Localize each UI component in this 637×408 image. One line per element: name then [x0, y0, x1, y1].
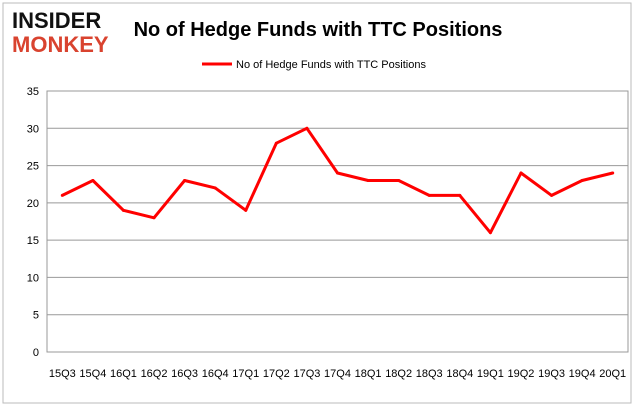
x-tick-label: 17Q2 [263, 368, 290, 380]
x-tick-label: 15Q4 [79, 368, 106, 380]
y-tick-label: 25 [27, 161, 39, 173]
data-point [213, 186, 217, 190]
data-point [121, 208, 125, 212]
x-tick-label: 17Q4 [324, 368, 351, 380]
x-tick-label: 18Q1 [355, 368, 382, 380]
y-tick-label: 30 [27, 123, 39, 135]
data-point [427, 193, 431, 197]
x-tick-label: 18Q2 [385, 368, 412, 380]
y-tick-label: 10 [27, 272, 39, 284]
svg-text:MONKEY: MONKEY [12, 32, 109, 57]
data-point [488, 231, 492, 235]
x-tick-label: 18Q4 [446, 368, 473, 380]
data-point [91, 178, 95, 182]
x-tick-label: 17Q1 [232, 368, 259, 380]
x-tick-label: 19Q1 [477, 368, 504, 380]
data-point [183, 178, 187, 182]
logo: INSIDER MONKEY [12, 8, 109, 57]
data-point [60, 193, 64, 197]
data-point [274, 141, 278, 145]
data-point [305, 126, 309, 130]
data-point [519, 171, 523, 175]
x-tick-label: 16Q4 [202, 368, 229, 380]
y-tick-label: 35 [27, 86, 39, 98]
data-point [580, 178, 584, 182]
x-tick-label: 18Q3 [416, 368, 443, 380]
x-tick-label: 19Q4 [569, 368, 596, 380]
data-point [152, 216, 156, 220]
y-tick-label: 0 [33, 347, 39, 359]
data-point [244, 208, 248, 212]
y-tick-label: 15 [27, 235, 39, 247]
data-point [611, 171, 615, 175]
data-point [366, 178, 370, 182]
x-tick-label: 19Q3 [538, 368, 565, 380]
legend: No of Hedge Funds with TTC Positions [202, 59, 426, 71]
x-tick-label: 20Q1 [599, 368, 626, 380]
y-tick-label: 5 [33, 310, 39, 322]
data-point [397, 178, 401, 182]
x-tick-label: 17Q3 [293, 368, 320, 380]
data-point [550, 193, 554, 197]
x-tick-label: 16Q3 [171, 368, 198, 380]
x-tick-label: 15Q3 [49, 368, 76, 380]
svg-text:INSIDER: INSIDER [12, 8, 101, 33]
y-tick-label: 20 [27, 198, 39, 210]
legend-label: No of Hedge Funds with TTC Positions [236, 59, 426, 71]
x-tick-label: 16Q1 [110, 368, 137, 380]
x-tick-label: 19Q2 [508, 368, 535, 380]
data-point [336, 171, 339, 175]
chart-title: No of Hedge Funds with TTC Positions [134, 19, 503, 41]
data-point [458, 193, 462, 197]
x-tick-label: 16Q2 [141, 368, 168, 380]
